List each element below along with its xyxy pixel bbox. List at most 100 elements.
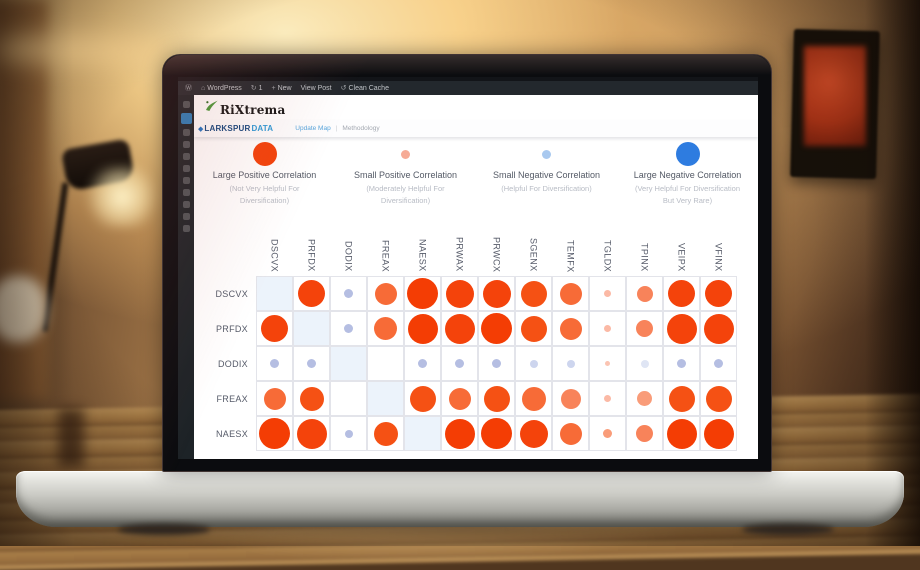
matrix-cell-naesx-naesx[interactable] (404, 416, 441, 451)
matrix-cell-freax-prwax[interactable] (441, 381, 478, 416)
matrix-cell-dodix-prwcx[interactable] (478, 346, 515, 381)
row-label[interactable]: PRFDX (215, 323, 248, 334)
column-header-prfdx[interactable]: PRFDX (293, 219, 330, 274)
matrix-cell-dscvx-vfinx[interactable] (700, 276, 737, 311)
matrix-cell-prfdx-vfinx[interactable] (700, 311, 737, 346)
matrix-cell-dscvx-naesx[interactable] (404, 276, 441, 311)
matrix-cell-freax-freax[interactable] (367, 381, 404, 416)
plugins-icon[interactable] (182, 177, 190, 184)
matrix-cell-dodix-prwax[interactable] (441, 346, 478, 381)
matrix-cell-freax-prwcx[interactable] (478, 381, 515, 416)
matrix-cell-dscvx-freax[interactable] (367, 276, 404, 311)
matrix-cell-prfdx-dodix[interactable] (330, 311, 367, 346)
matrix-cell-naesx-sgenx[interactable] (515, 416, 552, 451)
column-header-freax[interactable]: FREAX (367, 219, 404, 274)
matrix-cell-naesx-dodix[interactable] (330, 416, 367, 451)
matrix-cell-dscvx-tgldx[interactable] (589, 276, 626, 311)
dashboard-icon[interactable] (182, 101, 190, 108)
matrix-cell-prfdx-prwcx[interactable] (478, 311, 515, 346)
matrix-cell-dscvx-prwcx[interactable] (478, 276, 515, 311)
matrix-cell-freax-temfx[interactable] (552, 381, 589, 416)
row-label[interactable]: DODIX (217, 358, 248, 369)
matrix-cell-dodix-tpinx[interactable] (626, 346, 663, 381)
wordpress-admin-sidebar[interactable] (178, 95, 194, 459)
matrix-cell-freax-dscvx[interactable] (256, 381, 293, 416)
matrix-cell-dscvx-prwax[interactable] (441, 276, 478, 311)
appearance-icon[interactable] (182, 165, 190, 172)
matrix-cell-freax-vfinx[interactable] (700, 381, 737, 416)
matrix-cell-freax-veipx[interactable] (663, 381, 700, 416)
matrix-cell-naesx-prfdx[interactable] (293, 416, 330, 451)
matrix-cell-prfdx-prwax[interactable] (441, 311, 478, 346)
matrix-cell-freax-sgenx[interactable] (515, 381, 552, 416)
matrix-cell-dodix-prfdx[interactable] (293, 346, 330, 381)
admin-bar-item[interactable]: ↺ Clean Cache (341, 84, 389, 93)
matrix-cell-dscvx-tpinx[interactable] (626, 276, 663, 311)
matrix-cell-dodix-sgenx[interactable] (515, 346, 552, 381)
column-header-prwcx[interactable]: PRWCX (478, 219, 515, 274)
matrix-cell-dodix-temfx[interactable] (552, 346, 589, 381)
row-label[interactable]: DSCVX (215, 288, 248, 299)
column-header-naesx[interactable]: NAESX (404, 219, 441, 274)
admin-bar-item[interactable]: Ⓦ (185, 83, 192, 93)
nav-link-1[interactable]: Update Map (295, 125, 331, 132)
matrix-cell-naesx-vfinx[interactable] (700, 416, 737, 451)
matrix-cell-prfdx-temfx[interactable] (552, 311, 589, 346)
matrix-cell-naesx-freax[interactable] (367, 416, 404, 451)
matrix-cell-prfdx-freax[interactable] (367, 311, 404, 346)
row-label[interactable]: NAESX (215, 428, 248, 439)
matrix-cell-naesx-dscvx[interactable] (256, 416, 293, 451)
matrix-cell-prfdx-veipx[interactable] (663, 311, 700, 346)
collapse-icon[interactable] (182, 225, 190, 232)
matrix-cell-naesx-prwcx[interactable] (478, 416, 515, 451)
matrix-cell-dscvx-dodix[interactable] (330, 276, 367, 311)
admin-bar-item[interactable]: View Post (301, 85, 332, 92)
matrix-cell-naesx-prwax[interactable] (441, 416, 478, 451)
matrix-cell-freax-prfdx[interactable] (293, 381, 330, 416)
admin-bar-item[interactable]: ↻ 1 (251, 84, 263, 93)
column-header-sgenx[interactable]: SGENX (515, 219, 552, 274)
larkspur-data-logo[interactable]: ◆ LARKSPUR DATA (198, 124, 273, 133)
column-header-dodix[interactable]: DODIX (330, 219, 367, 274)
media-icon[interactable] (182, 129, 190, 136)
column-header-temfx[interactable]: TEMFX (552, 219, 589, 274)
row-label[interactable]: FREAX (216, 393, 248, 404)
matrix-cell-freax-tgldx[interactable] (589, 381, 626, 416)
matrix-cell-freax-naesx[interactable] (404, 381, 441, 416)
rixtrema-logo[interactable]: RiXtrema (205, 99, 285, 117)
matrix-cell-prfdx-tgldx[interactable] (589, 311, 626, 346)
matrix-cell-prfdx-naesx[interactable] (404, 311, 441, 346)
matrix-cell-dscvx-veipx[interactable] (663, 276, 700, 311)
matrix-cell-dscvx-dscvx[interactable] (256, 276, 293, 311)
users-icon[interactable] (182, 189, 190, 196)
matrix-cell-prfdx-dscvx[interactable] (256, 311, 293, 346)
comments-icon[interactable] (182, 153, 190, 160)
matrix-cell-prfdx-tpinx[interactable] (626, 311, 663, 346)
column-header-tgldx[interactable]: TGLDX (589, 219, 626, 274)
admin-bar-item[interactable]: + New (272, 85, 292, 92)
matrix-cell-naesx-tgldx[interactable] (589, 416, 626, 451)
column-header-vfinx[interactable]: VFINX (700, 219, 737, 274)
admin-bar-item[interactable]: ⌂ WordPress (201, 85, 242, 92)
pages-icon[interactable] (182, 141, 190, 148)
matrix-cell-freax-tpinx[interactable] (626, 381, 663, 416)
column-header-dscvx[interactable]: DSCVX (256, 219, 293, 274)
column-header-veipx[interactable]: VEIPX (663, 219, 700, 274)
settings-icon[interactable] (182, 213, 190, 220)
column-header-tpinx[interactable]: TPINX (626, 219, 663, 274)
matrix-cell-dodix-tgldx[interactable] (589, 346, 626, 381)
posts-icon[interactable] (180, 113, 192, 124)
nav-link-2[interactable]: Methodology (342, 125, 380, 132)
tools-icon[interactable] (182, 201, 190, 208)
matrix-cell-dodix-vfinx[interactable] (700, 346, 737, 381)
matrix-cell-dodix-dscvx[interactable] (256, 346, 293, 381)
matrix-cell-naesx-temfx[interactable] (552, 416, 589, 451)
matrix-cell-dodix-naesx[interactable] (404, 346, 441, 381)
matrix-cell-dscvx-temfx[interactable] (552, 276, 589, 311)
matrix-cell-dscvx-sgenx[interactable] (515, 276, 552, 311)
matrix-cell-naesx-tpinx[interactable] (626, 416, 663, 451)
matrix-cell-naesx-veipx[interactable] (663, 416, 700, 451)
matrix-cell-dodix-dodix[interactable] (330, 346, 367, 381)
column-header-prwax[interactable]: PRWAX (441, 219, 478, 274)
matrix-cell-prfdx-sgenx[interactable] (515, 311, 552, 346)
